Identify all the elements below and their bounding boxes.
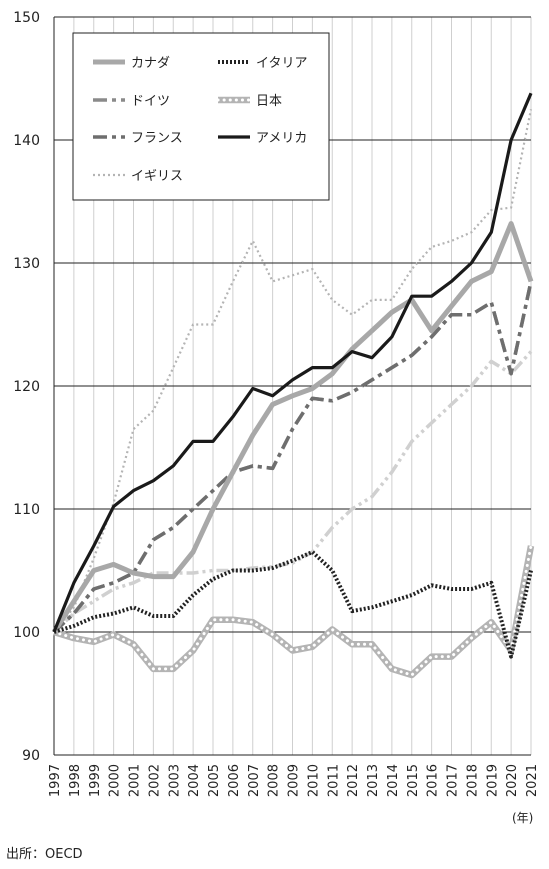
y-axis-ticks: 90 100 110 120 130 140 150: [13, 10, 40, 764]
x-tick-label: 2010: [306, 764, 321, 797]
x-tick-label: 2013: [366, 764, 381, 797]
series-line: [53, 550, 533, 659]
series-2: [52, 281, 533, 634]
y-tick-label: 150: [13, 10, 40, 26]
legend-label: カナダ: [131, 56, 170, 71]
x-axis-unit-label: (年): [512, 811, 533, 825]
series-line: [52, 544, 533, 677]
x-axis-ticks: 1997 1998 1999 2000 2001 2002 2003 2004 2005 2006…: [48, 764, 540, 797]
x-tick-label: 2011: [326, 764, 341, 797]
source-note: 出所：OECD: [6, 847, 83, 862]
series-5: [52, 544, 535, 679]
x-tick-label: 1997: [48, 764, 63, 797]
x-tick-label: 2012: [346, 764, 361, 797]
legend-label: アメリカ: [256, 131, 307, 146]
legend-label: 日本: [256, 94, 282, 109]
series-line: [52, 350, 533, 634]
y-tick-label: 100: [13, 625, 40, 641]
x-tick-label: 2002: [147, 764, 162, 797]
series-line: [51, 221, 534, 634]
x-tick-label: 2021: [525, 764, 540, 797]
series-7: [52, 350, 533, 634]
y-tick-label: 140: [13, 133, 40, 149]
x-tick-label: 2018: [465, 764, 480, 797]
legend-label: フランス: [131, 131, 183, 146]
x-tick-label: 1999: [88, 764, 103, 797]
x-tick-label: 2020: [505, 764, 520, 797]
series-4: [53, 550, 533, 659]
x-tick-label: 2015: [406, 764, 421, 797]
x-tick-label: 2019: [485, 764, 500, 797]
legend-label: イギリス: [131, 169, 183, 184]
x-tick-label: 2000: [108, 764, 123, 797]
x-tick-label: 2016: [426, 764, 441, 797]
x-tick-label: 2017: [446, 764, 461, 797]
x-tick-label: 2003: [167, 764, 182, 797]
legend-label: ドイツ: [131, 94, 170, 109]
x-tick-label: 2001: [128, 764, 143, 797]
y-tick-label: 130: [13, 256, 40, 272]
series-line: [52, 281, 533, 634]
x-tick-label: 2009: [287, 764, 302, 797]
x-tick-label: 1998: [68, 764, 83, 797]
series-line: [52, 92, 533, 633]
legend-label: イタリア: [256, 56, 307, 71]
x-tick-label: 2004: [187, 764, 202, 797]
x-tick-label: 2006: [227, 764, 242, 797]
series-6: [52, 92, 533, 633]
series-0: [51, 221, 534, 634]
series-3: [53, 109, 533, 633]
x-tick-label: 2008: [267, 764, 282, 797]
x-tick-label: 2007: [247, 764, 262, 797]
y-tick-label: 90: [22, 748, 40, 764]
y-tick-label: 120: [13, 379, 40, 395]
x-tick-label: 2014: [386, 764, 401, 797]
series-layer: [51, 92, 535, 679]
x-tick-label: 2005: [207, 764, 222, 797]
y-tick-label: 110: [13, 502, 40, 518]
series-line: [53, 109, 533, 633]
